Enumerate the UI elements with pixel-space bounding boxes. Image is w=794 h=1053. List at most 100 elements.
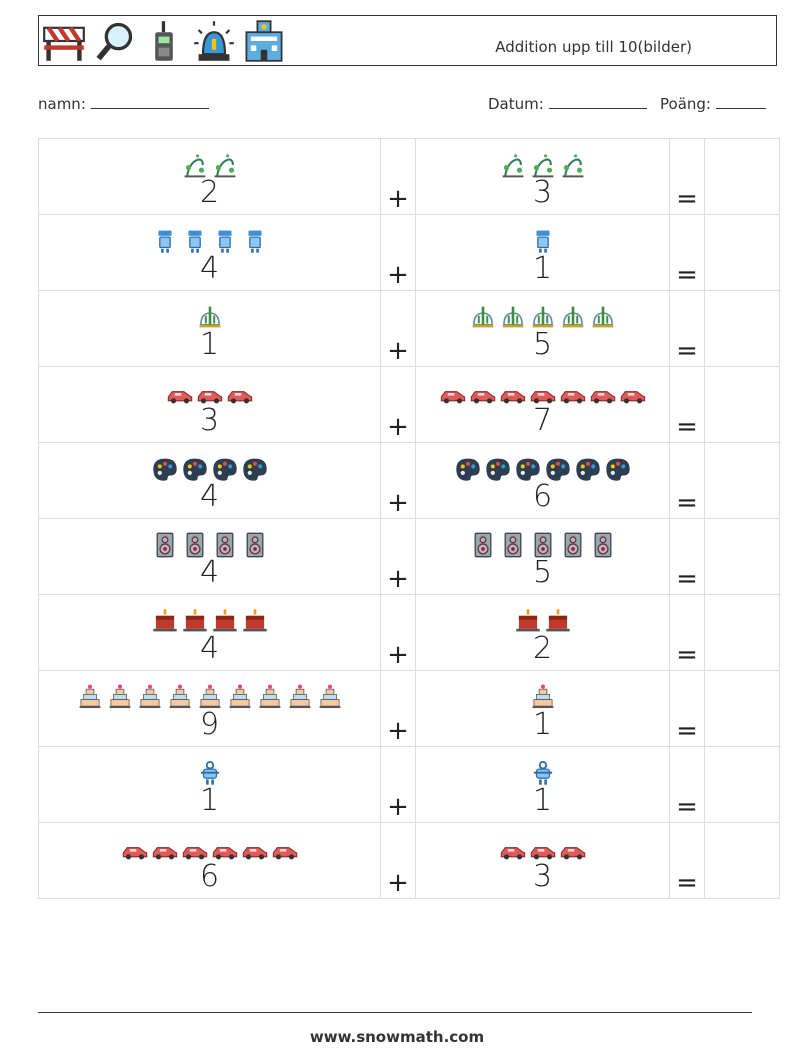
- red-car-icon: [560, 391, 585, 404]
- term-b-icons: [416, 300, 669, 330]
- equals-sign: =: [669, 442, 705, 519]
- small-robot-icon: [533, 761, 552, 785]
- term-b-icons: [416, 376, 669, 406]
- date-line[interactable]: [548, 94, 647, 109]
- term-b-number: 5: [532, 555, 553, 590]
- paint-palette-icon: [152, 458, 177, 481]
- robot-icon: [536, 230, 549, 253]
- answer-box[interactable]: [704, 138, 780, 215]
- name-line[interactable]: [90, 94, 209, 109]
- problem-row: 1 +1 =: [38, 746, 780, 823]
- term-b-icons: [416, 680, 669, 710]
- cactus-dome-icon: [472, 306, 493, 328]
- wedding-cake-icon: [259, 684, 280, 709]
- plus-sign: +: [380, 746, 416, 823]
- cactus-dome-icon: [502, 306, 523, 328]
- wedding-cake-icon: [229, 684, 250, 709]
- problem-row: 2 +3 =: [38, 138, 780, 215]
- term-a-cell: 2: [38, 138, 381, 215]
- wedding-cake-icon: [109, 684, 130, 709]
- term-b-number: 5: [532, 327, 553, 362]
- plant-sprout-icon: [562, 154, 583, 178]
- birthday-cake-icon: [212, 609, 237, 632]
- term-a-number: 4: [199, 479, 220, 514]
- answer-box[interactable]: [704, 594, 780, 671]
- cactus-dome-icon: [199, 306, 220, 328]
- term-b-cell: 3: [415, 138, 670, 215]
- problem-row: 4 +1 =: [38, 214, 780, 291]
- term-a-cell: 4: [38, 518, 381, 595]
- red-car-icon: [182, 847, 207, 860]
- term-b-cell: 2: [415, 594, 670, 671]
- term-a-cell: 3: [38, 366, 381, 443]
- term-b-cell: 5: [415, 518, 670, 595]
- plus-sign: +: [380, 822, 416, 899]
- score-line[interactable]: [715, 94, 766, 109]
- red-car-icon: [212, 847, 237, 860]
- robot-icon: [158, 230, 171, 253]
- plant-sprout-icon: [184, 154, 205, 178]
- red-car-icon: [560, 847, 585, 860]
- speaker-icon: [594, 532, 611, 558]
- problem-row: 3 +7 =: [38, 366, 780, 443]
- wedding-cake-icon: [79, 684, 100, 709]
- problem-row: 9 +1 =: [38, 670, 780, 747]
- wedding-cake-icon: [139, 684, 160, 709]
- term-b-icons: [416, 832, 669, 862]
- term-b-cell: 3: [415, 822, 670, 899]
- red-car-icon: [242, 847, 267, 860]
- problem-table: 2 +3 = 4 +1 = 1 +5 = 3 +7 = 4 +6 = 4 +5 = 4 +2 = 9 +1 = 1 +1 = 6 +3 =: [38, 138, 780, 899]
- answer-box[interactable]: [704, 746, 780, 823]
- term-a-icons: [39, 224, 380, 254]
- term-b-icons: [416, 224, 669, 254]
- plant-sprout-icon: [214, 154, 235, 178]
- term-a-number: 2: [199, 175, 220, 210]
- red-car-icon: [152, 847, 177, 860]
- term-b-number: 1: [532, 783, 553, 818]
- term-b-cell: 1: [415, 746, 670, 823]
- answer-box[interactable]: [704, 366, 780, 443]
- police-siren-icon: [194, 21, 234, 61]
- problem-row: 4 +2 =: [38, 594, 780, 671]
- equals-sign: =: [669, 214, 705, 291]
- score-label: Poäng:: [660, 95, 711, 113]
- term-a-number: 4: [199, 631, 220, 666]
- equals-sign: =: [669, 290, 705, 367]
- wedding-cake-icon: [289, 684, 310, 709]
- answer-box[interactable]: [704, 822, 780, 899]
- speaker-icon: [474, 532, 491, 558]
- equals-sign: =: [669, 518, 705, 595]
- police-station-icon: [245, 20, 283, 62]
- cactus-dome-icon: [562, 306, 583, 328]
- speaker-icon: [564, 532, 581, 558]
- plant-sprout-icon: [502, 154, 523, 178]
- equals-sign: =: [669, 594, 705, 671]
- term-a-cell: 1: [38, 290, 381, 367]
- red-car-icon: [620, 391, 645, 404]
- term-b-number: 1: [532, 707, 553, 742]
- footer-url: www.snowmath.com: [309, 1028, 485, 1046]
- equals-sign: =: [669, 366, 705, 443]
- term-b-icons: [416, 756, 669, 786]
- term-b-number: 6: [532, 479, 553, 514]
- answer-box[interactable]: [704, 670, 780, 747]
- answer-box[interactable]: [704, 442, 780, 519]
- paint-palette-icon: [455, 458, 480, 481]
- problem-row: 1 +5 =: [38, 290, 780, 367]
- term-b-cell: 1: [415, 214, 670, 291]
- answer-box[interactable]: [704, 290, 780, 367]
- plus-sign: +: [380, 670, 416, 747]
- answer-box[interactable]: [704, 214, 780, 291]
- answer-box[interactable]: [704, 518, 780, 595]
- term-b-cell: 6: [415, 442, 670, 519]
- term-a-number: 9: [199, 707, 220, 742]
- speaker-icon: [246, 532, 263, 558]
- plus-sign: +: [380, 290, 416, 367]
- term-b-number: 3: [532, 175, 553, 210]
- cactus-dome-icon: [592, 306, 613, 328]
- term-a-icons: [39, 528, 380, 558]
- problem-row: 6 +3 =: [38, 822, 780, 899]
- term-b-cell: 1: [415, 670, 670, 747]
- plus-sign: +: [380, 138, 416, 215]
- paint-palette-icon: [515, 458, 540, 481]
